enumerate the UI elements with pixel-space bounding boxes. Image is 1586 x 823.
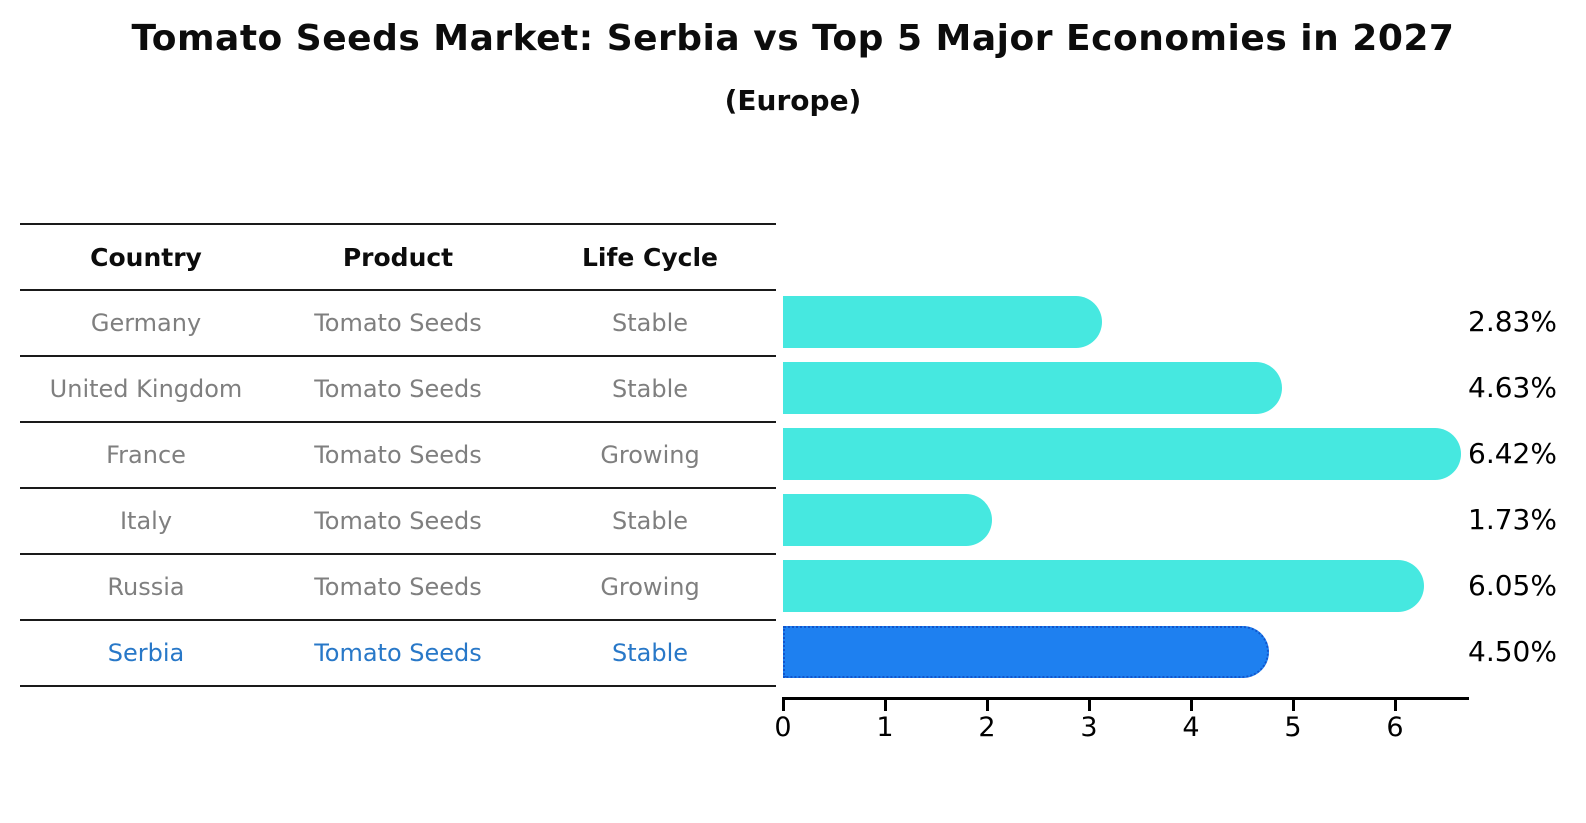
cell-product: Tomato Seeds xyxy=(314,441,482,469)
table-row-russia: Russia Tomato Seeds Growing xyxy=(20,555,776,621)
table-row-united-kingdom: United Kingdom Tomato Seeds Stable xyxy=(20,357,776,423)
bar-serbia xyxy=(783,626,1269,678)
x-axis-tick xyxy=(1088,697,1091,711)
table-row-italy: Italy Tomato Seeds Stable xyxy=(20,489,776,555)
bar-italy xyxy=(783,494,992,546)
x-axis-tick xyxy=(1394,697,1397,711)
x-axis-tick-label: 4 xyxy=(1182,712,1200,743)
cell-lifecycle: Stable xyxy=(611,639,689,667)
x-axis-tick xyxy=(1292,697,1295,711)
cell-lifecycle: Growing xyxy=(600,573,700,601)
value-label: 2.83% xyxy=(1468,305,1557,338)
country-table: Country Product Life Cycle Germany Tomato … xyxy=(20,223,776,687)
cell-product: Tomato Seeds xyxy=(314,309,482,337)
table-row-germany: Germany Tomato Seeds Stable xyxy=(20,291,776,357)
cell-lifecycle: Stable xyxy=(611,507,689,535)
x-axis-tick-label: 2 xyxy=(978,712,996,743)
cell-product: Tomato Seeds xyxy=(314,573,482,601)
chart-subtitle: (Europe) xyxy=(724,84,862,117)
cell-product: Tomato Seeds xyxy=(314,375,482,403)
x-axis-tick-label: 1 xyxy=(876,712,894,743)
value-label: 4.50% xyxy=(1468,635,1557,668)
bar-germany xyxy=(783,296,1102,348)
value-label: 1.73% xyxy=(1468,503,1557,536)
cell-country: Russia xyxy=(107,573,185,601)
column-header-product: Product xyxy=(342,242,454,272)
x-axis-tick xyxy=(1190,697,1193,711)
x-axis-tick-label: 3 xyxy=(1080,712,1098,743)
x-axis-tick xyxy=(986,697,989,711)
cell-product: Tomato Seeds xyxy=(314,507,482,535)
cell-country: United Kingdom xyxy=(49,375,243,403)
table-header-row: Country Product Life Cycle xyxy=(20,225,776,291)
x-axis-tick xyxy=(884,697,887,711)
bar-russia xyxy=(783,560,1424,612)
column-header-country: Country xyxy=(90,242,202,272)
x-axis-line xyxy=(783,697,1469,700)
value-label: 4.63% xyxy=(1468,371,1557,404)
cell-lifecycle: Stable xyxy=(611,309,689,337)
cell-country: Italy xyxy=(119,507,173,535)
value-label: 6.05% xyxy=(1468,569,1557,602)
cell-country: Germany xyxy=(90,309,202,337)
x-axis-tick-label: 0 xyxy=(774,712,792,743)
cell-lifecycle: Growing xyxy=(600,441,700,469)
table-row-serbia: Serbia Tomato Seeds Stable xyxy=(20,621,776,687)
column-header-life-cycle: Life Cycle xyxy=(581,242,719,272)
x-axis-tick xyxy=(782,697,785,711)
bar-france xyxy=(783,428,1461,480)
cell-country: France xyxy=(106,441,186,469)
x-axis-tick-label: 6 xyxy=(1386,712,1404,743)
cell-lifecycle: Stable xyxy=(611,375,689,403)
table-row-france: France Tomato Seeds Growing xyxy=(20,423,776,489)
chart-title: Tomato Seeds Market: Serbia vs Top 5 Maj… xyxy=(131,18,1455,59)
bar-united-kingdom xyxy=(783,362,1282,414)
table-body: Germany Tomato Seeds Stable United Kingd… xyxy=(20,291,776,687)
cell-country: Serbia xyxy=(107,639,185,667)
x-axis-tick-label: 5 xyxy=(1284,712,1302,743)
cell-product: Tomato Seeds xyxy=(314,639,482,667)
value-label: 6.42% xyxy=(1468,437,1557,470)
